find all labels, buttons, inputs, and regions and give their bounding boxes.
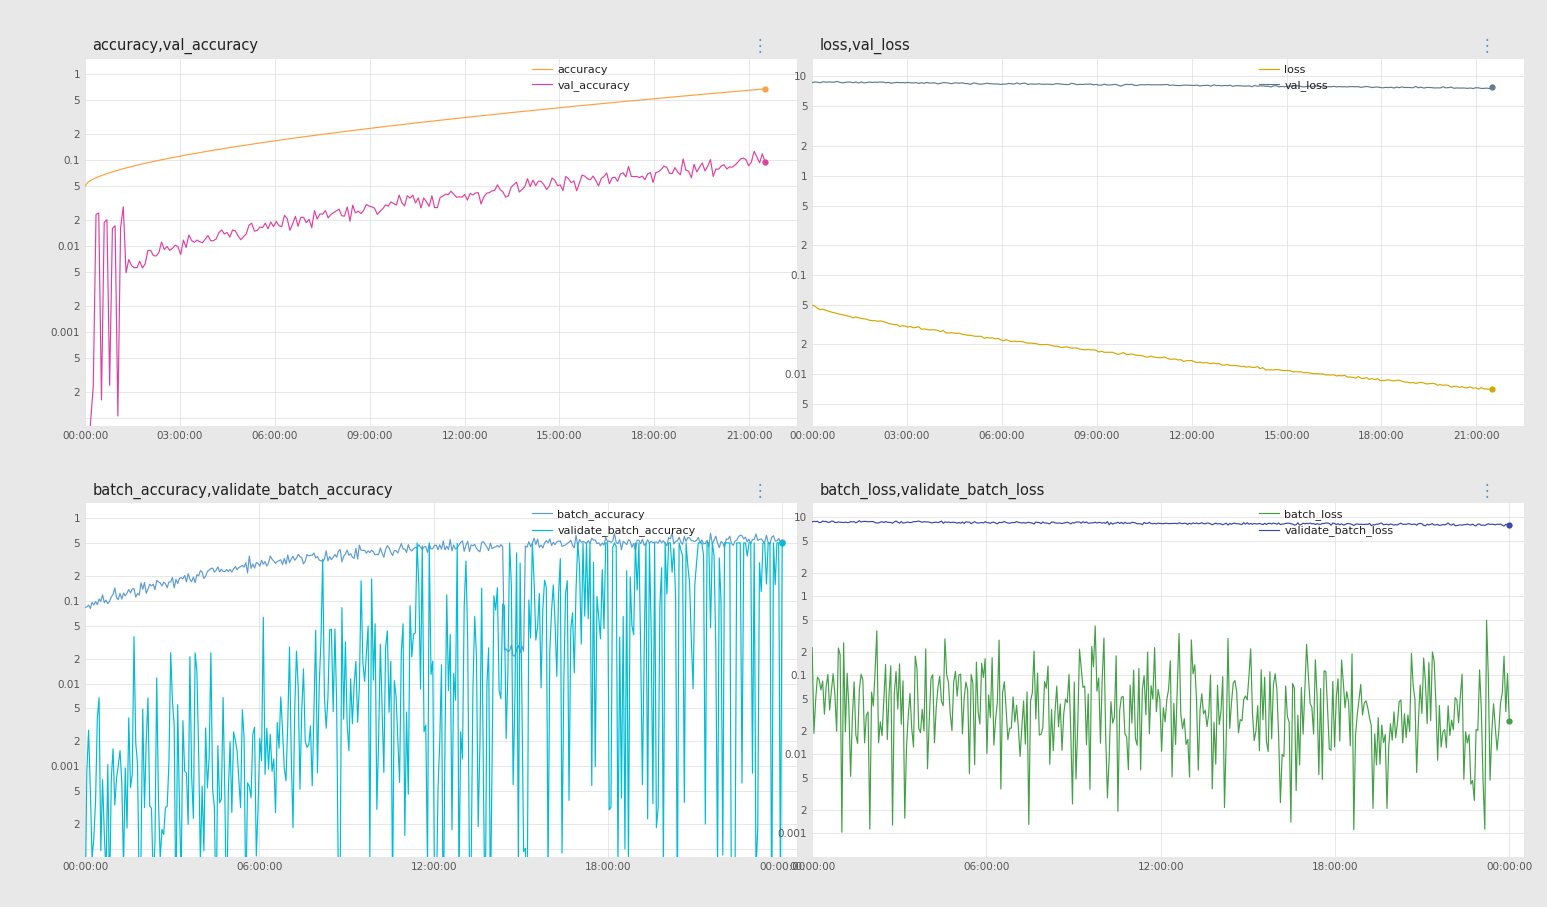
val_loss (1078, 79, 1097, 90)
val_accuracy (744, 146, 763, 157)
val_loss (1459, 83, 1477, 93)
validate_batch_accuracy (586, 761, 605, 772)
Legend: batch_accuracy, validate_batch_accuracy: batch_accuracy, validate_batch_accuracy (532, 509, 696, 536)
Text: ⋮: ⋮ (1479, 37, 1496, 55)
Line: validate_batch_accuracy: validate_batch_accuracy (85, 543, 783, 907)
accuracy (357, 123, 376, 134)
validate_batch_accuracy (159, 756, 178, 767)
val_loss (1275, 82, 1293, 93)
loss (1196, 357, 1214, 368)
validate_batch_accuracy (408, 538, 427, 549)
validate_batch_loss (1244, 519, 1262, 530)
batch_accuracy (303, 550, 322, 561)
val_accuracy (548, 180, 566, 191)
accuracy (729, 86, 747, 97)
validate_batch_loss (849, 515, 868, 526)
validate_batch_accuracy (303, 780, 322, 791)
Text: ⋮: ⋮ (752, 37, 769, 55)
validate_batch_loss (1032, 518, 1050, 529)
batch_loss (803, 642, 821, 653)
batch_accuracy (517, 541, 535, 551)
batch_accuracy (351, 545, 370, 556)
accuracy (187, 148, 206, 159)
Text: ⋮: ⋮ (1479, 482, 1496, 500)
loss (1456, 383, 1474, 394)
batch_accuracy (662, 528, 681, 539)
batch_accuracy (585, 535, 603, 546)
validate_batch_accuracy (774, 538, 792, 549)
Line: validate_batch_loss: validate_batch_loss (812, 521, 1510, 526)
Line: batch_accuracy: batch_accuracy (85, 533, 783, 656)
val_accuracy (360, 200, 379, 211)
batch_accuracy (774, 537, 792, 548)
val_loss (1484, 82, 1502, 93)
Line: accuracy: accuracy (85, 89, 766, 186)
val_accuracy (76, 442, 94, 453)
batch_loss (1032, 729, 1050, 740)
batch_accuracy (580, 538, 599, 549)
loss (1273, 365, 1292, 375)
Line: batch_loss: batch_loss (812, 620, 1510, 833)
val_loss (917, 77, 936, 88)
val_accuracy (756, 157, 775, 168)
validate_batch_loss (1494, 521, 1513, 532)
validate_batch_loss (1081, 518, 1100, 529)
batch_loss (1244, 707, 1262, 718)
accuracy (469, 111, 487, 122)
loss (1077, 345, 1095, 356)
val_accuracy (732, 153, 750, 164)
batch_accuracy (159, 577, 178, 588)
Line: val_accuracy: val_accuracy (85, 151, 766, 480)
validate_batch_accuracy (583, 780, 602, 791)
val_loss (1199, 80, 1217, 91)
batch_loss (832, 827, 851, 838)
Legend: accuracy, val_accuracy: accuracy, val_accuracy (532, 64, 630, 91)
Text: ⋮: ⋮ (752, 482, 769, 500)
batch_loss (888, 704, 907, 715)
Legend: loss, val_loss: loss, val_loss (1259, 64, 1329, 91)
validate_batch_loss (803, 516, 821, 527)
val_loss (1088, 79, 1106, 90)
val_accuracy (351, 209, 370, 219)
batch_loss (1501, 716, 1519, 727)
Text: batch_accuracy,validate_batch_accuracy: batch_accuracy,validate_batch_accuracy (93, 483, 393, 499)
val_accuracy (472, 199, 490, 210)
val_accuracy (79, 474, 97, 485)
accuracy (350, 124, 368, 135)
validate_batch_accuracy (351, 575, 370, 586)
val_loss (828, 76, 846, 87)
batch_accuracy (506, 650, 524, 661)
validate_batch_loss (1312, 519, 1330, 530)
validate_batch_loss (1501, 520, 1519, 531)
batch_loss (1312, 683, 1330, 694)
Text: loss,val_loss: loss,val_loss (820, 38, 910, 54)
accuracy (76, 180, 94, 191)
accuracy (756, 83, 775, 94)
validate_batch_loss (888, 517, 907, 528)
batch_loss (1081, 784, 1100, 795)
val_loss (1480, 83, 1499, 94)
validate_batch_loss (1307, 518, 1326, 529)
Text: accuracy,val_accuracy: accuracy,val_accuracy (93, 38, 258, 54)
loss (1084, 345, 1103, 356)
val_loss (803, 77, 821, 88)
Text: batch_loss,validate_batch_loss: batch_loss,validate_batch_loss (820, 483, 1044, 499)
loss (914, 324, 933, 335)
accuracy (546, 102, 565, 113)
batch_loss (1307, 691, 1326, 702)
batch_accuracy (76, 602, 94, 613)
Legend: batch_loss, validate_batch_loss: batch_loss, validate_batch_loss (1259, 509, 1394, 536)
val_accuracy (190, 237, 209, 248)
batch_loss (1477, 615, 1496, 626)
Line: val_loss: val_loss (812, 82, 1493, 89)
loss (803, 300, 821, 311)
loss (1484, 384, 1502, 395)
Line: loss: loss (812, 306, 1493, 389)
